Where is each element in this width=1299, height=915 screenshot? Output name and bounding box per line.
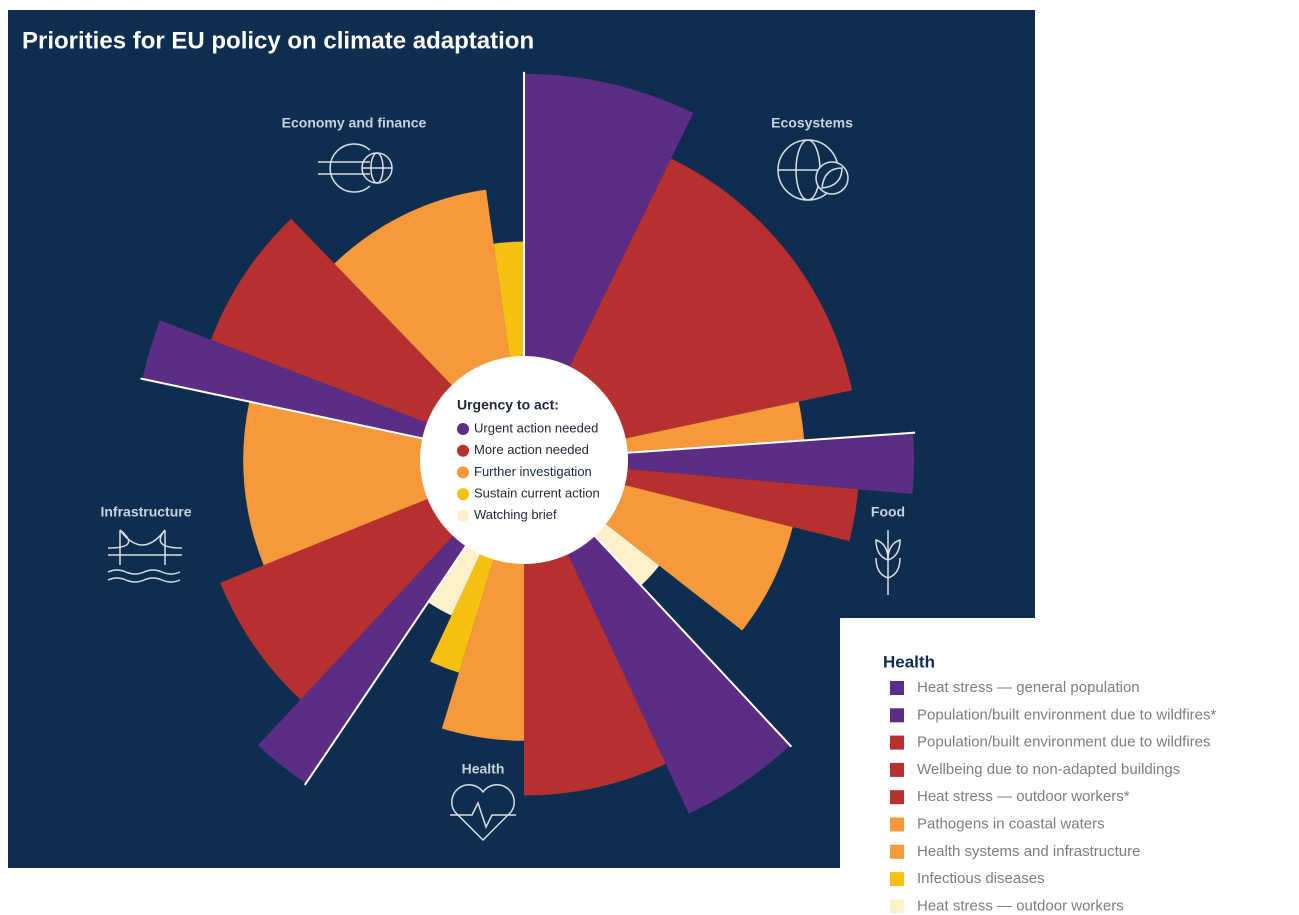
legend-label: Heat stress — general population	[917, 679, 1140, 696]
legend-swatch	[890, 762, 904, 777]
legend: Urgent action needed More action needed Fu…	[457, 420, 600, 522]
legend-label: Wellbeing due to non-adapted buildings	[917, 761, 1180, 778]
chart-title: Priorities for EU policy on climate adap…	[22, 27, 534, 54]
group-label: Health	[462, 761, 505, 777]
legend-label: Heat stress — outdoor workers*	[917, 788, 1130, 805]
legend-label: Health systems and infrastructure	[917, 843, 1140, 860]
legend-marker	[457, 466, 469, 479]
sector	[524, 158, 853, 460]
legend-label: Urgent action needed	[474, 420, 598, 435]
health-icon	[450, 784, 516, 842]
legend-swatch	[890, 681, 904, 695]
food-icon	[875, 530, 901, 595]
legend-label: Further investigation	[474, 464, 592, 479]
sector	[524, 460, 790, 814]
legend-swatch	[890, 817, 904, 832]
sectors	[140, 71, 916, 814]
legend-marker	[457, 423, 469, 435]
group-label: Ecosystems	[771, 115, 853, 131]
legend-label: Sustain current action	[474, 486, 600, 501]
sector	[258, 460, 524, 784]
legend-swatch	[890, 708, 904, 723]
legend-label: More action needed	[474, 442, 589, 457]
legend-swatch	[890, 735, 904, 750]
sector	[524, 73, 694, 461]
sector	[524, 432, 915, 494]
legend-label: Heat stress — outdoor workers	[917, 897, 1124, 914]
legend-marker	[457, 509, 469, 522]
legend-swatch	[890, 872, 904, 887]
legend-title: Urgency to act:	[457, 397, 559, 413]
sector	[243, 401, 524, 566]
legend-swatch	[890, 844, 904, 859]
detail-panel	[840, 618, 1299, 915]
icons	[107, 139, 901, 842]
legend-swatch	[890, 899, 904, 914]
ecosystems-icon	[777, 139, 849, 201]
legend-label: Pathogens in coastal waters	[917, 815, 1105, 832]
legend-marker	[457, 488, 469, 501]
group-label: Food	[871, 504, 905, 520]
legend-swatch	[890, 790, 904, 805]
group-label: Economy and finance	[282, 115, 427, 131]
economy-icon	[318, 143, 393, 193]
legend-label: Watching brief	[474, 507, 557, 522]
center-circle	[420, 356, 628, 564]
legend-label: Population/built environment due to wild…	[917, 706, 1217, 723]
detail-legend: Heat stress — general population Populati…	[890, 679, 1217, 914]
legend-label: Infectious diseases	[917, 870, 1045, 887]
detail-title: Health	[883, 652, 935, 671]
legend-label: Population/built environment due to wild…	[917, 734, 1211, 751]
legend-marker	[457, 444, 469, 457]
infrastructure-icon	[107, 529, 183, 583]
group-label: Infrastructure	[100, 504, 191, 520]
